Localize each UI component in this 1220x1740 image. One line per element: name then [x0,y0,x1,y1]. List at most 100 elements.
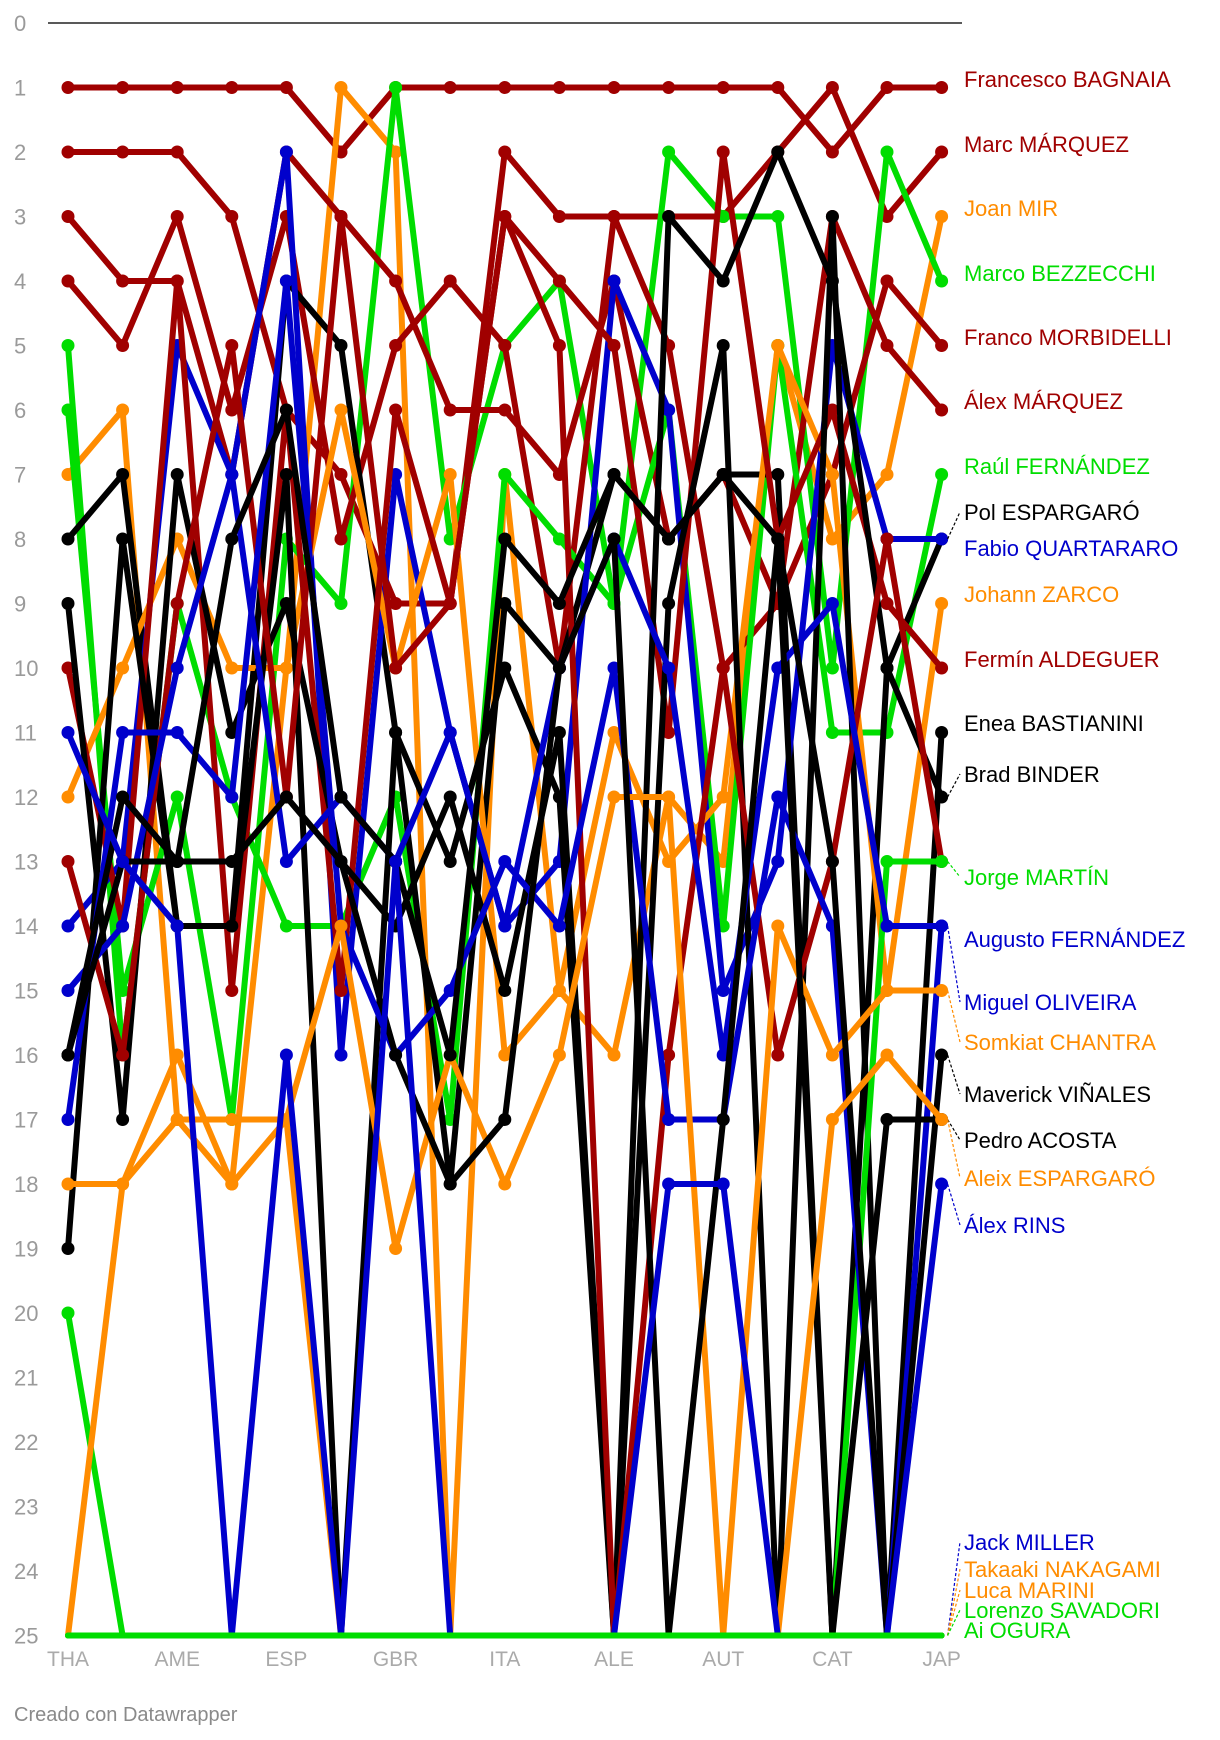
data-point [771,790,785,804]
data-point [880,597,894,610]
data-point [116,81,130,94]
rider-label-jack-miller: Jack MILLER [964,1530,1095,1555]
data-point [935,403,949,417]
data-point [662,81,676,94]
data-point [116,1177,130,1191]
data-point [607,81,621,94]
data-point [607,532,621,546]
data-point [170,1113,184,1126]
data-point [61,1242,75,1255]
data-point [116,855,130,868]
rider-label-lorenzo-savadori: Lorenzo SAVADORI [964,1598,1160,1623]
data-point [443,1048,457,1062]
x-tick-label: CAT [812,1648,853,1671]
data-point [662,145,676,159]
data-point [389,81,403,94]
data-point [279,790,293,804]
data-point [498,1177,512,1191]
data-point [662,532,676,546]
data-point [225,661,239,675]
rider-label-aleix-espargar-: Aleix ESPARGARÓ [964,1166,1156,1191]
y-tick-label: 20 [14,1301,38,1326]
data-point [716,274,730,288]
data-point [170,468,184,481]
rider-label-ferm-n-aldeguer: Fermín ALDEGUER [964,647,1160,672]
bump-chart: 0123456789101112131415161718192021222324… [14,11,1185,1671]
data-point [334,468,348,481]
data-point [825,726,839,739]
rider-label-marco-bezzecchi: Marco BEZZECCHI [964,261,1156,286]
data-point [607,468,621,481]
data-point [771,532,785,546]
rider-label-marc-m-rquez: Marc MÁRQUEZ [964,132,1129,157]
label-leader-line [947,1541,961,1636]
data-point [279,468,293,481]
y-tick-label: 22 [14,1430,38,1455]
label-leader-line [947,773,961,798]
data-point [116,1048,130,1062]
data-point [389,855,403,868]
rider-label-joan-mir: Joan MIR [964,196,1058,221]
data-point [61,661,75,675]
y-tick-label: 5 [14,334,26,359]
data-point [935,1177,949,1191]
y-tick-label: 12 [14,785,38,810]
y-tick-label: 14 [14,914,38,939]
data-point [662,210,676,223]
y-tick-label: 11 [14,721,37,746]
data-point [334,597,348,610]
data-point [771,145,785,159]
rider-label-ai-ogura: Ai OGURA [964,1618,1071,1643]
data-point [61,1177,75,1191]
label-leader-line [947,990,961,1043]
data-point [334,790,348,804]
data-point [279,274,293,288]
series-line [65,536,945,1639]
rider-label-pol-espargar-: Pol ESPARGARÓ [964,500,1140,525]
data-point [607,339,621,352]
data-point [935,81,949,94]
data-point [443,274,457,288]
data-point [935,210,949,223]
x-axis: THA AME ESP GBR ITA ALE AUT CAT JAP [47,1648,961,1671]
data-point [716,1177,730,1191]
data-point [498,210,512,223]
data-point [771,661,785,675]
label-leader-line [947,1183,961,1226]
x-tick-label: JAP [922,1648,961,1671]
data-point [825,145,839,159]
series-fabio-di-giannantonio [61,210,949,1639]
data-point [116,339,130,352]
data-point [443,726,457,739]
data-point [225,81,239,94]
data-point [334,81,348,94]
rider-label-fabio-quartararo: Fabio QUARTARARO [964,536,1178,561]
data-point [334,855,348,868]
y-tick-label: 7 [14,463,26,488]
data-point [61,1113,75,1126]
data-point [552,790,566,804]
data-point [771,339,785,352]
y-tick-label: 15 [14,979,38,1004]
data-point [607,274,621,288]
label-leader-line [947,861,961,878]
data-point [935,597,949,610]
rider-label-brad-binder: Brad BINDER [964,762,1100,787]
rider-label-maverick-vi-ales: Maverick VIÑALES [964,1082,1151,1107]
data-point [771,855,785,868]
data-point [498,661,512,675]
data-point [607,661,621,675]
y-tick-label: 3 [14,205,26,230]
data-point [389,339,403,352]
data-point [825,81,839,94]
rider-label-augusto-fern-ndez: Augusto FERNÁNDEZ [964,927,1185,952]
footer-credit: Creado con Datawrapper [14,1704,238,1726]
data-point [552,81,566,94]
data-point [935,339,949,352]
data-point [552,532,566,546]
data-point [170,145,184,159]
y-tick-label: 25 [14,1624,38,1649]
series-somkiat-chantra [61,790,949,1639]
data-point [116,790,130,804]
data-point [225,919,239,933]
